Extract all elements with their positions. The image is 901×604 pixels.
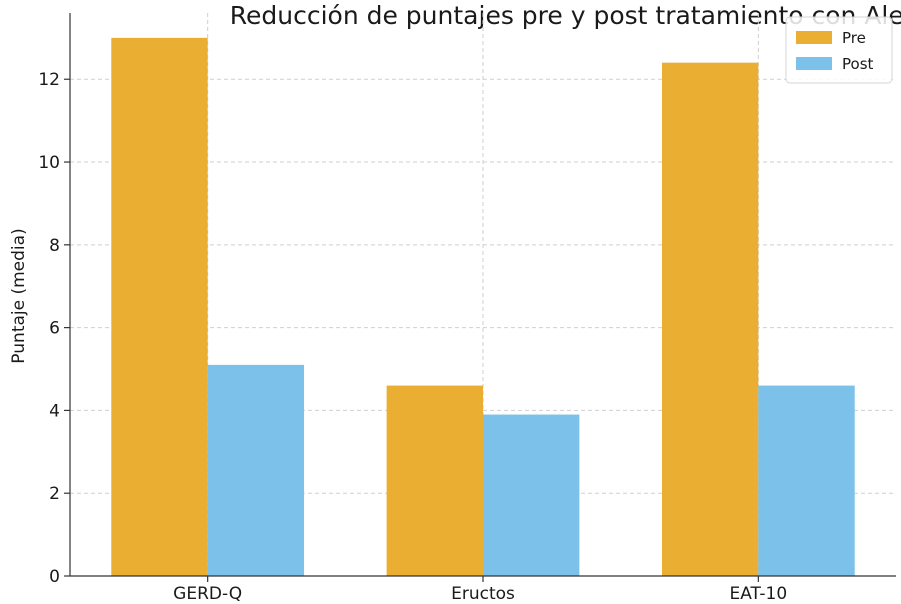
x-ticks: GERD-Q Eructos EAT-10 [173, 576, 787, 604]
y-tick-label: 0 [49, 567, 60, 587]
y-tick-label: 12 [38, 70, 60, 90]
bar-post-eructos [483, 414, 580, 576]
legend: Pre Post [785, 16, 893, 84]
legend-swatch-post [796, 57, 832, 70]
bar-pre-gerd-q [111, 37, 208, 576]
y-ticks: 0 2 4 6 8 10 12 [38, 70, 70, 587]
bars [111, 37, 855, 577]
bar-pre-eat-10 [661, 62, 759, 577]
bar-post-eat-10 [758, 385, 855, 576]
legend-box [785, 16, 893, 84]
y-tick-label: 2 [49, 484, 60, 504]
legend-label-pre: Pre [842, 29, 866, 47]
y-axis-label: Puntaje (media) [9, 228, 29, 363]
legend-swatch-pre [796, 31, 832, 44]
y-tick-label: 4 [49, 401, 60, 421]
y-tick-label: 6 [49, 319, 60, 339]
x-tick-label: Eructos [451, 584, 515, 604]
x-tick-label: EAT-10 [730, 584, 788, 604]
y-tick-label: 10 [38, 153, 60, 173]
y-tick-label: 8 [49, 236, 60, 256]
bar-post-gerd-q [207, 364, 305, 576]
legend-label-post: Post [842, 55, 874, 73]
x-tick-label: GERD-Q [173, 584, 242, 604]
bar-pre-eructos [386, 385, 483, 576]
